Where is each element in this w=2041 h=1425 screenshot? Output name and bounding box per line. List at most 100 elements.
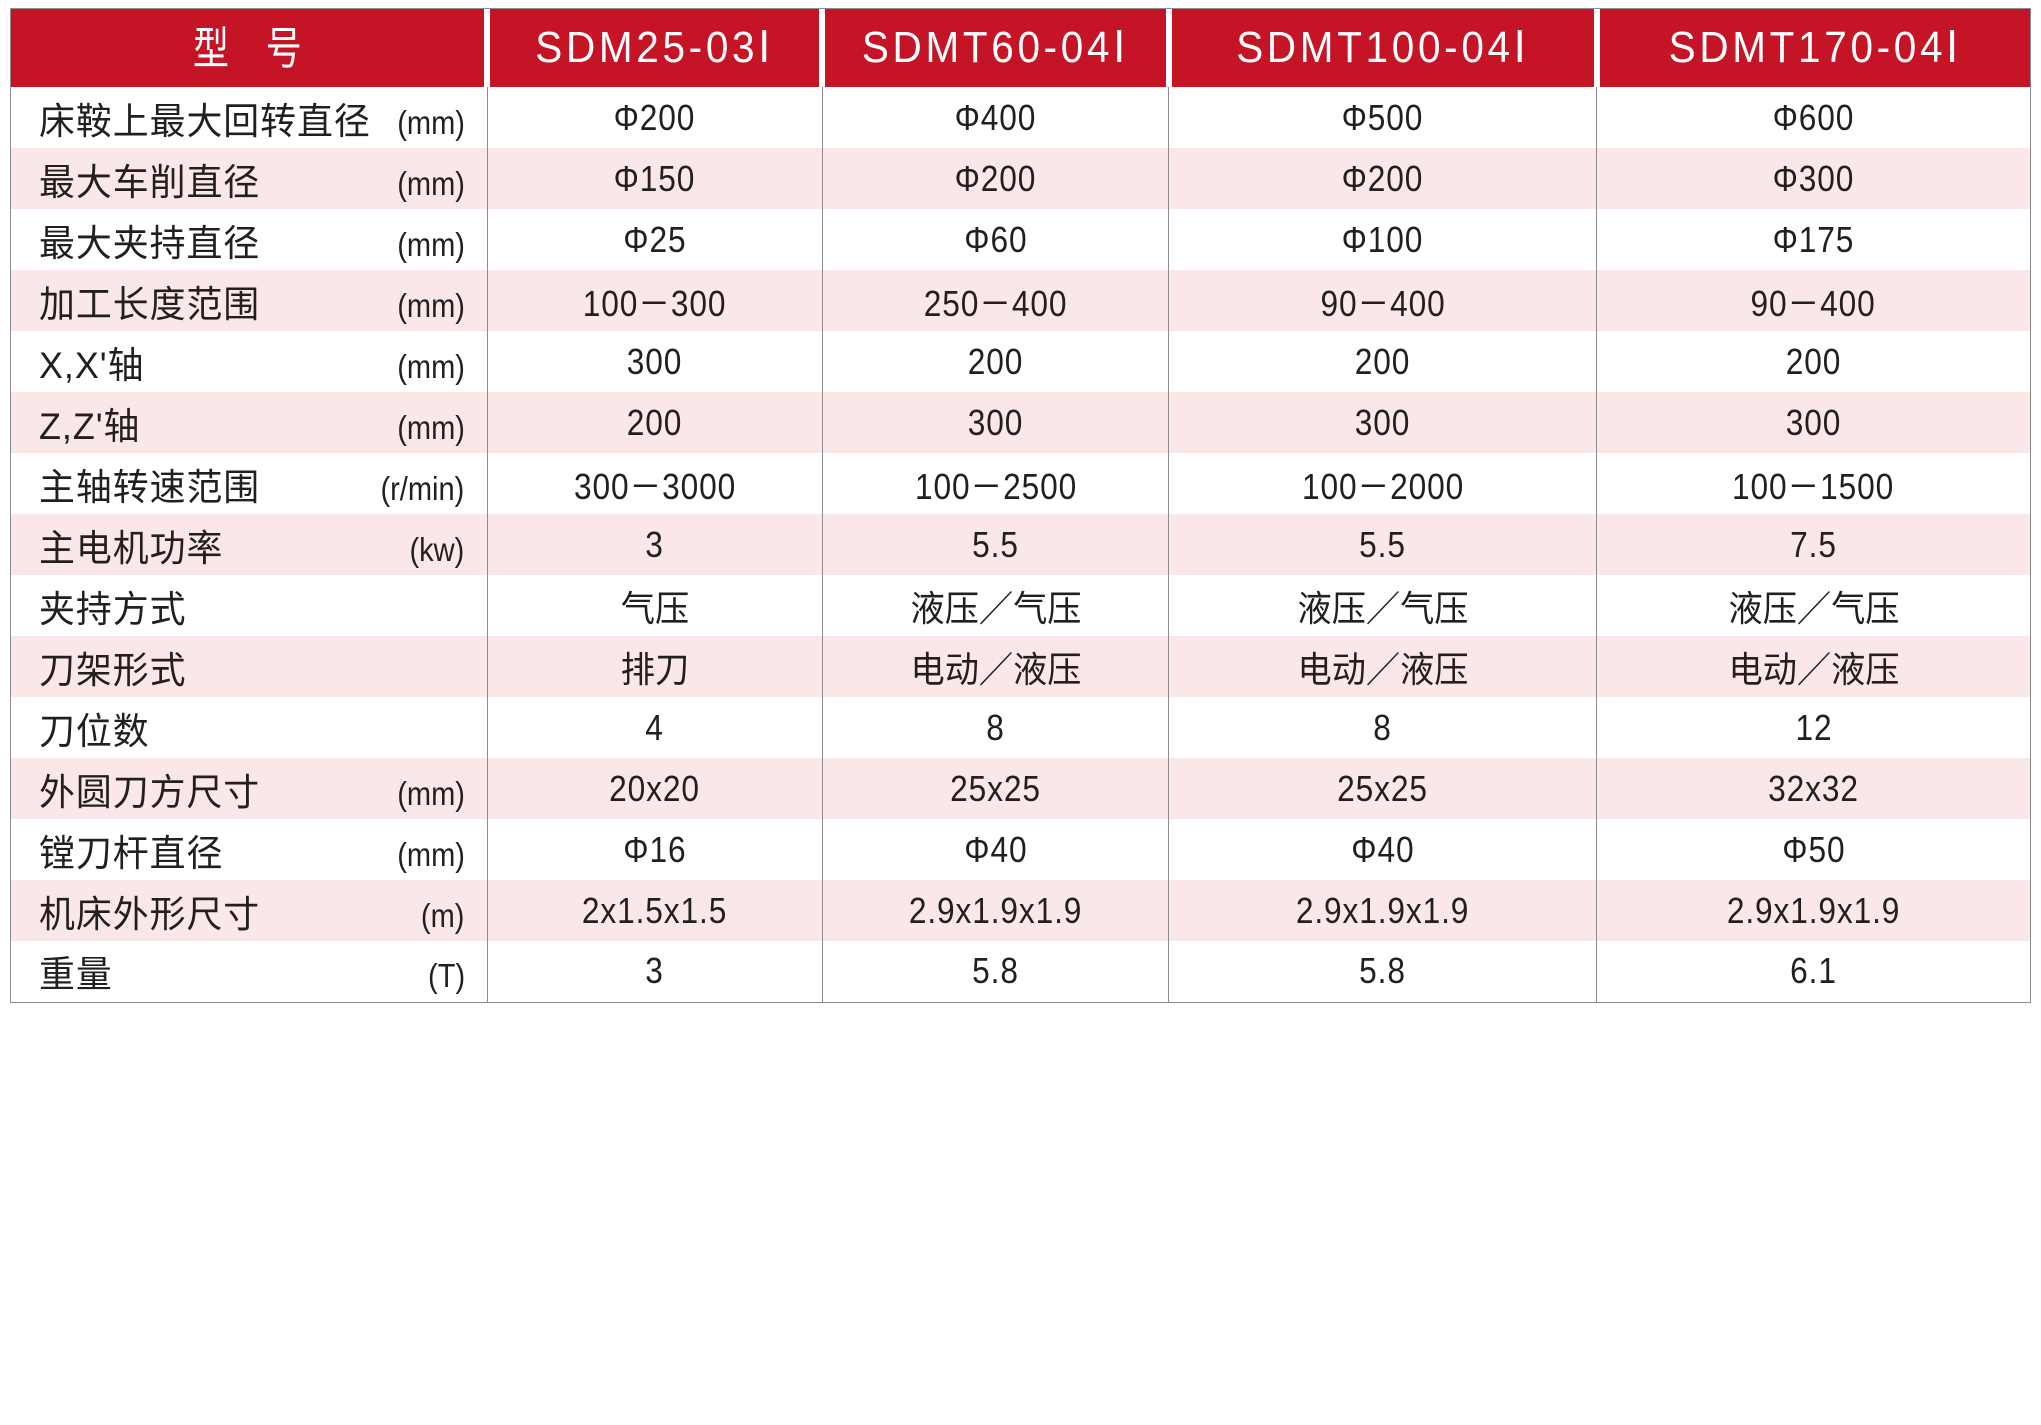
header-cell-model-2: SDMT60-04Ⅰ [822,8,1169,87]
spec-value-cell: 2.9x1.9x1.9 [1596,880,2031,941]
spec-value-cell: 6.1 [1596,941,2031,1002]
table-row: 最大车削直径 (mm) Φ150 Φ200 Φ200 Φ300 [10,148,2031,209]
spec-value-cell: 25x25 [821,758,1169,819]
spec-value-cell: 电动／液压 [1596,636,2031,697]
spec-label-cell: 床鞍上最大回转直径 (mm) [11,87,488,148]
spec-value-text: 7.5 [1790,523,1837,565]
spec-unit-text: (mm) [396,835,465,873]
spec-value-cell: 100－1500 [1596,453,2031,514]
spec-value-text: 5.8 [1359,950,1407,992]
header-row: 型 号 SDM25-03Ⅰ SDMT60-04Ⅰ SDMT100-04Ⅰ SDM… [10,8,2031,87]
spec-value-text: 25x25 [950,767,1042,809]
spec-value-text: 90－400 [1320,282,1446,324]
spec-value-text: 300－3000 [573,465,736,507]
spec-value-cell: 2.9x1.9x1.9 [821,880,1169,941]
spec-label-text: 加工长度范围 [39,283,261,325]
spec-label-text: 重量 [39,954,113,996]
table-row: 重量 (T) 3 5.8 5.8 6.1 [10,941,2031,1002]
table-body: 床鞍上最大回转直径 (mm) Φ200 Φ400 Φ500 Φ600 最大车削直径 (mm) Φ… [10,87,2031,1002]
spec-value-text: 2.9x1.9x1.9 [1726,889,1901,931]
spec-value-cell: 90－400 [1168,270,1597,331]
spec-value-text: Φ200 [1341,157,1424,199]
spec-value-cell: 5.8 [1168,941,1597,1002]
spec-value-text: 排刀 [620,648,689,690]
spec-value-text: Φ175 [1772,218,1855,260]
table-row: 加工长度范围 (mm) 100－300 250－400 90－400 90－400 [10,270,2031,331]
spec-value-text: Φ200 [954,157,1037,199]
header-cell-model-4: SDMT170-04Ⅰ [1596,8,2031,87]
spec-label-text: 刀位数 [39,710,150,752]
spec-value-text: 气压 [620,587,689,629]
spec-value-text: 100－1500 [1732,465,1895,507]
table-row: 机床外形尺寸 (m) 2x1.5x1.5 2.9x1.9x1.9 2.9x1.9x1.9… [10,880,2031,941]
spec-value-cell: Φ60 [821,209,1169,270]
spec-value-cell: 3 [486,514,823,575]
spec-unit-text: (mm) [396,225,465,263]
spec-label-cell: 镗刀杆直径 (mm) [11,819,488,880]
spec-value-cell: 8 [1168,697,1597,758]
table-row: 刀架形式 排刀 电动／液压 电动／液压 电动／液压 [10,636,2031,697]
spec-unit-text: (mm) [396,408,465,446]
spec-value-text: Φ50 [1781,828,1846,870]
table-row: 主电机功率 (kw) 3 5.5 5.5 7.5 [10,514,2031,575]
spec-value-cell: Φ500 [1168,87,1597,148]
table-row: Z,Z'轴 (mm) 200 300 300 300 [10,392,2031,453]
spec-value-cell: 250－400 [821,270,1169,331]
spec-value-cell: Φ40 [821,819,1169,880]
spec-value-text: 3 [645,950,665,992]
spec-label-cell: 夹持方式 [11,575,488,636]
spec-value-cell: 200 [1596,331,2031,392]
spec-value-cell: 5.5 [821,514,1169,575]
spec-label-text: 床鞍上最大回转直径 [39,100,371,142]
spec-value-text: Φ500 [1341,96,1424,138]
spec-value-text: 200 [967,340,1024,382]
spec-value-cell: 12 [1596,697,2031,758]
spec-label-cell: Z,Z'轴 (mm) [11,392,488,453]
spec-value-cell: 20x20 [486,758,823,819]
spec-value-text: Φ200 [613,96,696,138]
spec-value-cell: 2x1.5x1.5 [486,880,823,941]
spec-value-text: 电动／液压 [1728,648,1900,690]
spec-value-text: 300 [1355,401,1411,443]
spec-value-text: Φ600 [1772,96,1855,138]
spec-value-text: 100－2500 [914,465,1077,507]
spec-value-text: 100－2000 [1301,465,1464,507]
spec-value-text: 5.8 [972,950,1019,992]
spec-value-cell: Φ400 [821,87,1169,148]
spec-value-text: 2.9x1.9x1.9 [908,889,1083,931]
header-cell-model-1: SDM25-03Ⅰ [487,8,823,87]
spec-value-text: Φ40 [964,828,1028,870]
table-row: 镗刀杆直径 (mm) Φ16 Φ40 Φ40 Φ50 [10,819,2031,880]
spec-label-text: 镗刀杆直径 [39,832,224,874]
spec-value-cell: 5.5 [1168,514,1597,575]
spec-label-text: 外圆刀方尺寸 [39,771,261,813]
spec-value-cell: 200 [821,331,1169,392]
spec-value-cell: Φ300 [1596,148,2031,209]
spec-value-cell: 4 [486,697,823,758]
spec-value-text: Φ100 [1341,218,1424,260]
spec-value-cell: 200 [1168,331,1597,392]
spec-value-cell: Φ600 [1596,87,2031,148]
spec-value-text: 20x20 [609,767,701,809]
spec-value-cell: 100－2500 [821,453,1169,514]
spec-label-text: 机床外形尺寸 [39,893,261,935]
table-row: 刀位数 4 8 8 12 [10,697,2031,758]
spec-label-text: 主电机功率 [39,527,224,569]
spec-value-text: 5.5 [1359,523,1407,565]
spec-value-text: 电动／液压 [910,648,1082,690]
spec-unit-text: (mm) [396,347,465,385]
spec-value-cell: 2.9x1.9x1.9 [1168,880,1597,941]
header-model-4-text: SDMT170-04Ⅰ [1616,9,2013,87]
spec-label-cell: 最大夹持直径 (mm) [11,209,488,270]
spec-value-text: Φ40 [1351,828,1415,870]
spec-value-cell: Φ100 [1168,209,1597,270]
spec-value-cell: Φ200 [821,148,1169,209]
spec-value-cell: Φ200 [486,87,823,148]
spec-value-text: 12 [1795,706,1833,748]
spec-value-cell: 100－2000 [1168,453,1597,514]
table-row: X,X'轴 (mm) 300 200 200 200 [10,331,2031,392]
spec-label-text: 刀架形式 [39,649,187,691]
spec-value-text: 32x32 [1768,767,1859,809]
spec-value-text: 电动／液压 [1297,648,1469,690]
spec-label-cell: 外圆刀方尺寸 (mm) [11,758,488,819]
